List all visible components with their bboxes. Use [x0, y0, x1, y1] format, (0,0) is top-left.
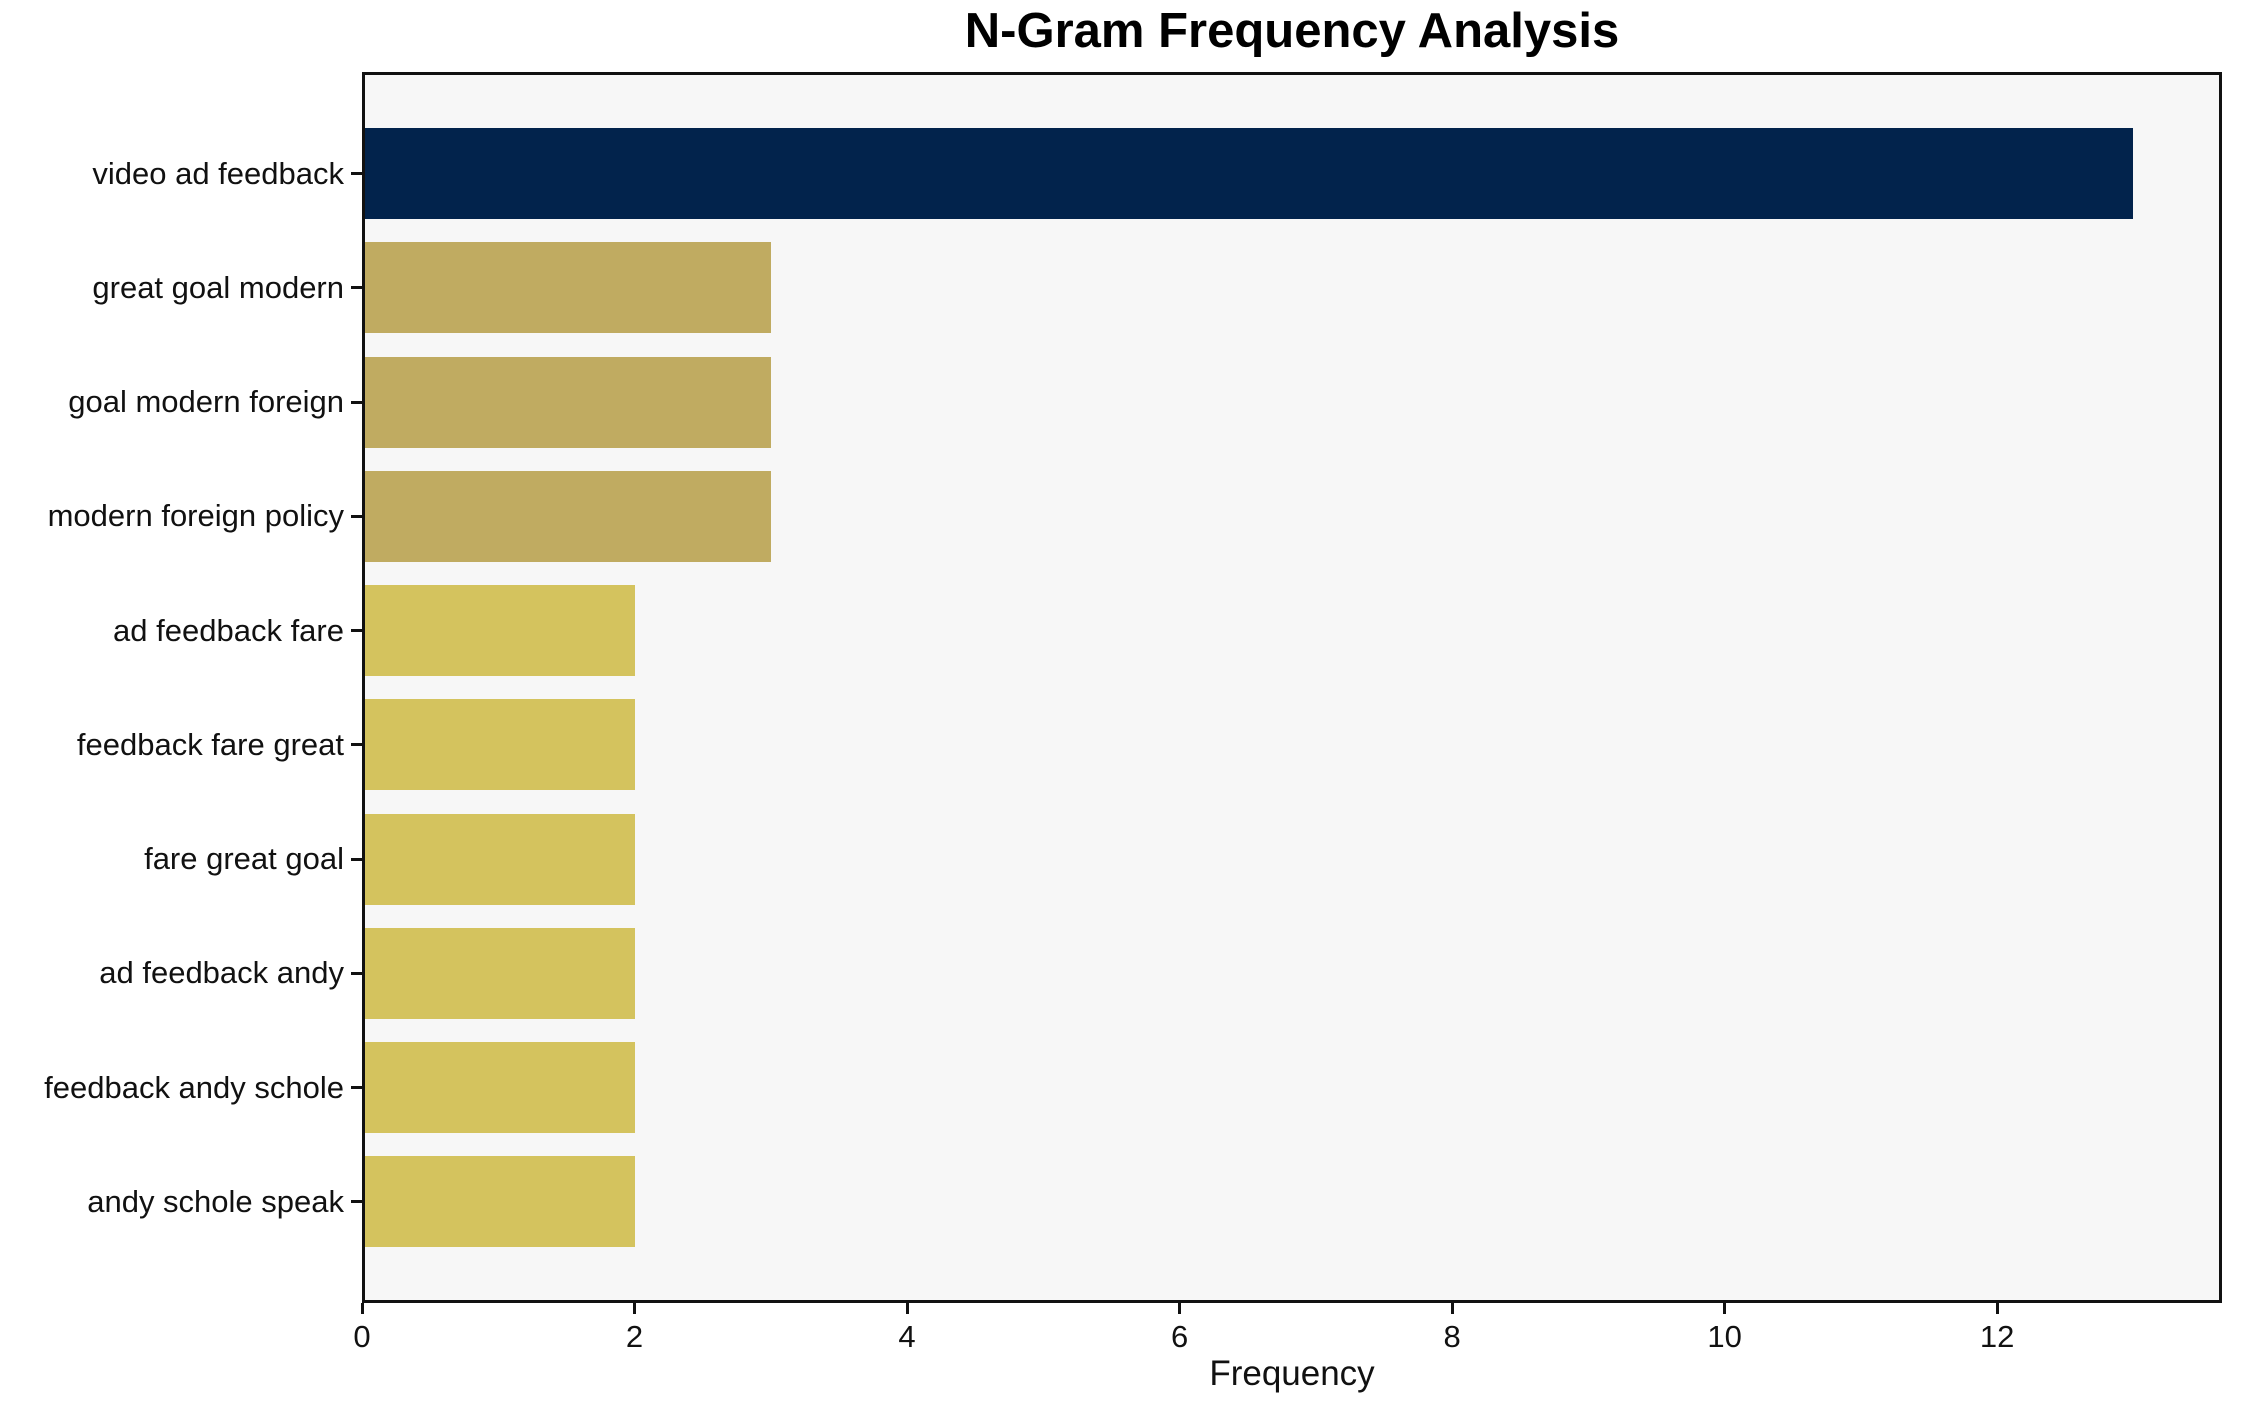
x-tick-mark — [1995, 1303, 1999, 1314]
bar — [362, 927, 635, 1019]
x-tick-label: 4 — [898, 1319, 916, 1354]
x-tick-label: 12 — [1979, 1319, 2015, 1354]
y-tick-label: feedback andy schole — [44, 1069, 344, 1105]
y-tick-mark — [351, 172, 362, 176]
y-tick-label: goal modern foreign — [68, 384, 344, 420]
y-tick-mark — [351, 400, 362, 404]
x-tick-label: 10 — [1707, 1319, 1742, 1354]
x-tick-mark — [1723, 1303, 1727, 1314]
y-tick-mark — [351, 971, 362, 975]
bar — [362, 813, 635, 905]
chart-title: N-Gram Frequency Analysis — [964, 4, 1620, 58]
bar — [362, 1156, 635, 1248]
x-tick-mark — [905, 1303, 909, 1314]
x-tick-label: 0 — [353, 1319, 371, 1354]
y-tick-mark — [351, 629, 362, 633]
bar — [362, 128, 2134, 220]
x-tick-mark — [633, 1303, 637, 1314]
y-tick-mark — [351, 1086, 362, 1090]
y-tick-label: great goal modern — [92, 269, 344, 305]
bar — [362, 585, 635, 677]
y-tick-label: ad feedback fare — [113, 612, 344, 648]
x-tick-label: 2 — [625, 1319, 644, 1354]
x-tick-mark — [360, 1303, 364, 1314]
bar — [362, 242, 771, 334]
y-tick-mark — [351, 857, 362, 861]
x-tick-mark — [1178, 1303, 1182, 1314]
bar — [362, 470, 771, 562]
y-tick-label: video ad feedback — [92, 155, 344, 191]
x-tick-label: 8 — [1443, 1319, 1461, 1354]
x-tick-label: 6 — [1170, 1319, 1189, 1354]
bar — [362, 1042, 635, 1134]
x-tick-mark — [1450, 1303, 1454, 1314]
x-axis-title: Frequency — [1209, 1354, 1375, 1393]
bar — [362, 356, 771, 448]
bar — [362, 699, 635, 791]
y-tick-mark — [351, 514, 362, 518]
y-tick-label: modern foreign policy — [47, 498, 344, 534]
y-tick-label: andy schole speak — [87, 1183, 344, 1219]
y-tick-label: fare great goal — [144, 841, 344, 877]
y-tick-label: feedback fare great — [76, 726, 344, 762]
y-tick-label: ad feedback andy — [99, 955, 344, 991]
plot-area — [362, 72, 2222, 1303]
y-tick-mark — [351, 286, 362, 290]
y-tick-mark — [351, 1200, 362, 1204]
y-tick-mark — [351, 743, 362, 747]
